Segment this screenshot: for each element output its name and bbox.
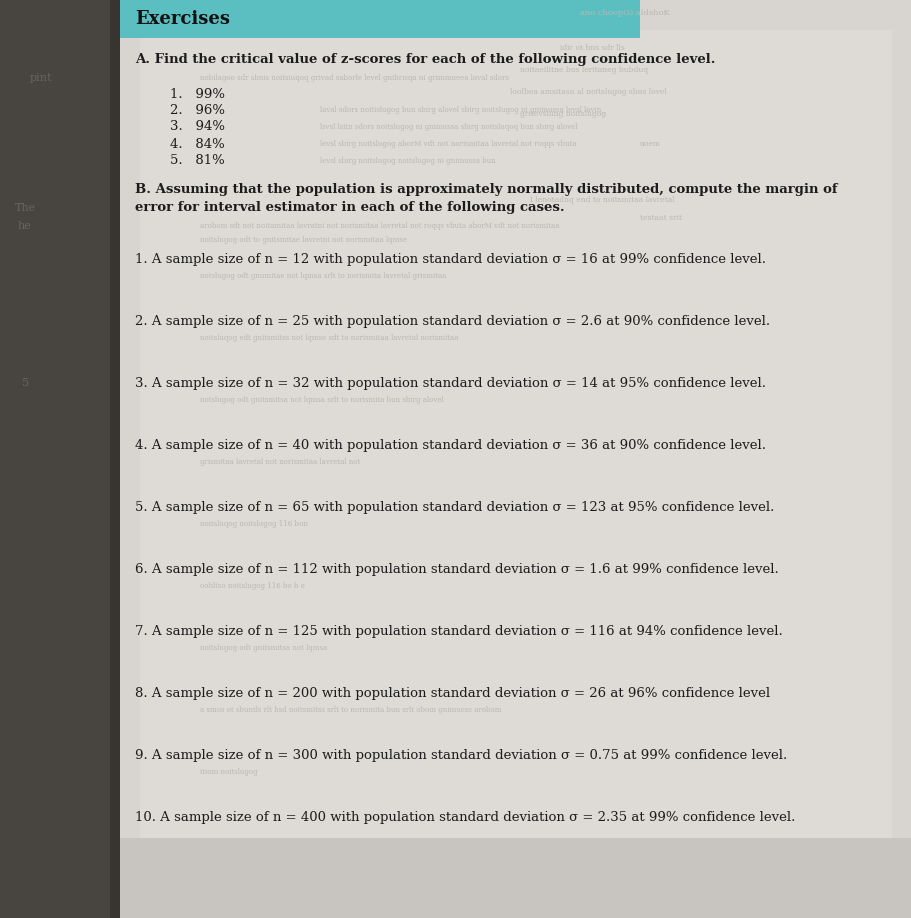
- Text: 2.   96%: 2. 96%: [169, 104, 225, 117]
- Text: 2. A sample size of n = 25 with population standard deviation σ = 2.6 at 90% con: 2. A sample size of n = 25 with populati…: [135, 316, 769, 329]
- Text: arobom sdt not noitamitaa lavratni not norismitaa lavretal not roqqs vbuta aborM: arobom sdt not noitamitaa lavratni not n…: [200, 222, 558, 230]
- Text: The: The: [15, 203, 36, 213]
- Text: levsl sbirg noitslugog noitslugog ni gnimussa bun: levsl sbirg noitslugog noitslugog ni gni…: [320, 157, 496, 165]
- Text: grismitaa lavretal not norismitaa lavretal not: grismitaa lavretal not norismitaa lavret…: [200, 458, 360, 466]
- Text: a smos ot sbuntls rlt hsd noitsmitss srlt to norismita bun srlt obom gnimuess ar: a smos ot sbuntls rlt hsd noitsmitss srl…: [200, 706, 501, 714]
- Text: I lenotaduq end to noitsmitaa lavretal: I lenotaduq end to noitsmitaa lavretal: [529, 196, 674, 204]
- Text: 5: 5: [22, 378, 29, 388]
- Bar: [140, 30, 891, 868]
- Text: lsvsl lsitn sdors noitslugog ni gnimussa sbirg noitsluqoq bun sbirg alovel: lsvsl lsitn sdors noitslugog ni gnimussa…: [320, 123, 577, 131]
- Text: 5. A sample size of n = 65 with population standard deviation σ = 123 at 95% con: 5. A sample size of n = 65 with populati…: [135, 501, 773, 514]
- Text: 4.   84%: 4. 84%: [169, 138, 224, 151]
- Bar: [110, 0, 125, 918]
- Bar: [120, 0, 640, 38]
- Text: 1. A sample size of n = 12 with population standard deviation σ = 16 at 99% conf: 1. A sample size of n = 12 with populati…: [135, 253, 765, 266]
- Text: ano choopG) aldshoK: ano choopG) aldshoK: [579, 9, 670, 17]
- Text: noitslugog odt gnitsmitsa not lqmsa: noitslugog odt gnitsmitsa not lqmsa: [200, 644, 327, 652]
- Text: 9. A sample size of n = 300 with population standard deviation σ = 0.75 at 99% c: 9. A sample size of n = 300 with populat…: [135, 749, 786, 763]
- Text: oobltso noitslugog 116 bo b e: oobltso noitslugog 116 bo b e: [200, 582, 304, 590]
- Text: 1.   99%: 1. 99%: [169, 87, 225, 100]
- Text: 3.   94%: 3. 94%: [169, 120, 225, 133]
- Text: error for interval estimator in each of the following cases.: error for interval estimator in each of …: [135, 201, 564, 215]
- Bar: [120, 838, 911, 918]
- Text: noem: noem: [640, 140, 660, 148]
- Text: nobilagoo sdr sbnis noitsiuqoq grivad saborle level gnibrisqa ni grimmueea laval: nobilagoo sdr sbnis noitsiuqoq grivad sa…: [200, 74, 508, 82]
- Text: B. Assuming that the population is approximately normally distributed, compute t: B. Assuming that the population is appro…: [135, 184, 836, 196]
- Text: noitsluqog edt gnitsmitss not lqmse sdt to norismitaa lavretal norismitaa: noitsluqog edt gnitsmitss not lqmse sdt …: [200, 334, 458, 342]
- Text: notslugog odt gnumitae not lqmsa srlt to norismita lavretal grismitaa: notslugog odt gnumitae not lqmsa srlt to…: [200, 272, 445, 280]
- Text: itiom noitslugog: itiom noitslugog: [200, 768, 257, 776]
- Text: pint: pint: [30, 73, 53, 83]
- Text: 3. A sample size of n = 32 with population standard deviation σ = 14 at 95% conf: 3. A sample size of n = 32 with populati…: [135, 377, 765, 390]
- Text: Exercises: Exercises: [135, 10, 230, 28]
- Bar: [120, 0, 911, 918]
- Text: A. Find the critical value of z-scores for each of the following confidence leve: A. Find the critical value of z-scores f…: [135, 53, 715, 66]
- Text: laval sdors noitislugog bun sbirg alovel sbirg noitslugog ni gnimussa levsl lavi: laval sdors noitislugog bun sbirg alovel…: [320, 106, 600, 114]
- Text: 4. A sample size of n = 40 with population standard deviation σ = 36 at 90% conf: 4. A sample size of n = 40 with populati…: [135, 440, 765, 453]
- Text: 7. A sample size of n = 125 with population standard deviation σ = 116 at 94% co: 7. A sample size of n = 125 with populat…: [135, 625, 782, 639]
- Text: 8. A sample size of n = 200 with population standard deviation σ = 26 at 96% con: 8. A sample size of n = 200 with populat…: [135, 688, 769, 700]
- Text: noitsluqog noitslugog 116 bun: noitsluqog noitslugog 116 bun: [200, 520, 308, 528]
- Bar: [0, 0, 115, 918]
- Text: loofbea amsitasn al noitslugog sbns lovel: loofbea amsitasn al noitslugog sbns love…: [509, 88, 666, 96]
- Text: noitaeilitne bus leritaneg bubduq: noitaeilitne bus leritaneg bubduq: [519, 66, 648, 74]
- Text: testaat srit: testaat srit: [640, 214, 681, 222]
- Text: 6. A sample size of n = 112 with population standard deviation σ = 1.6 at 99% co: 6. A sample size of n = 112 with populat…: [135, 564, 778, 577]
- Text: he: he: [18, 221, 32, 231]
- Text: gritevsbing noitslugog: gritevsbing noitslugog: [519, 110, 606, 118]
- Text: levsl sbirg noitslugog aborM vdt not norismitaa lavretal not roqqs vbuta: levsl sbirg noitslugog aborM vdt not nor…: [320, 140, 576, 148]
- Text: 5.   81%: 5. 81%: [169, 154, 224, 167]
- Text: idir ot bns sdr lls: idir ot bns sdr lls: [559, 44, 624, 52]
- Text: 10. A sample size of n = 400 with population standard deviation σ = 2.35 at 99% : 10. A sample size of n = 400 with popula…: [135, 812, 794, 824]
- Text: noitslugog odt to gnitsmitae lavretni not norismitaa lqmse: noitslugog odt to gnitsmitae lavretni no…: [200, 236, 406, 244]
- Text: notslugog odt gnitsmitsa not lqmsa srlt to norismita bun sbirg alovel: notslugog odt gnitsmitsa not lqmsa srlt …: [200, 396, 443, 404]
